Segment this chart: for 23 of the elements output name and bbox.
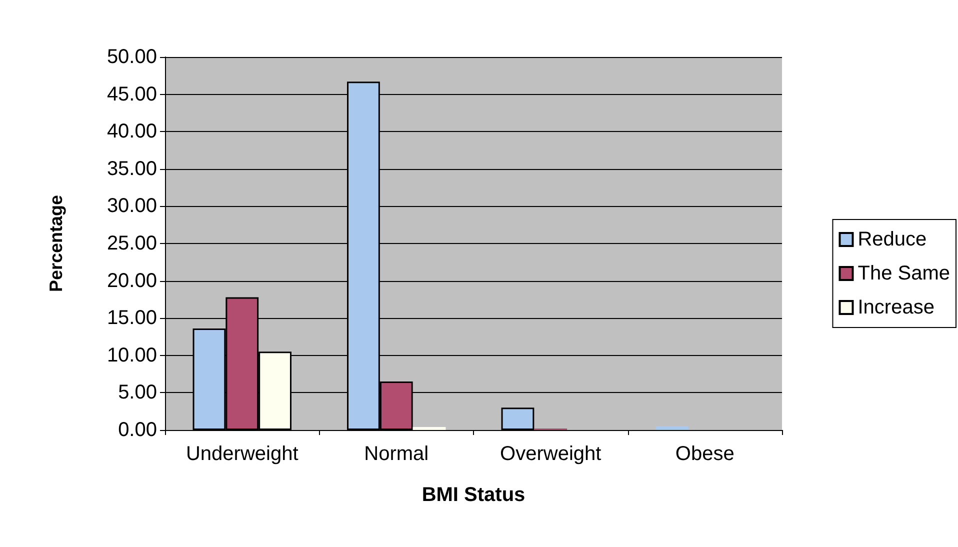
y-tick-label: 5.00 [118, 382, 157, 404]
y-tick-label: 50.00 [106, 46, 157, 68]
legend-label: Increase [858, 296, 934, 318]
x-tick-label: Obese [675, 443, 734, 465]
bar [501, 408, 534, 430]
x-tick-label: Underweight [186, 443, 299, 465]
y-tick-label: 25.00 [106, 232, 157, 254]
y-tick-label: 40.00 [106, 120, 157, 143]
x-axis-title: BMI Status [422, 484, 526, 506]
y-tick-label: 35.00 [106, 158, 157, 180]
y-tick-label: 45.00 [106, 83, 157, 106]
x-tick-label: Normal [364, 443, 429, 465]
y-axis-title: Percentage [46, 194, 66, 292]
y-tick-label: 20.00 [106, 270, 157, 292]
legend-label: Reduce [858, 228, 927, 250]
y-tick-label: 0.00 [118, 419, 157, 441]
x-tick-label: Overweight [500, 443, 602, 465]
legend-label: The Same [858, 262, 950, 284]
y-tick-label: 15.00 [106, 307, 157, 330]
y-tick-label: 30.00 [106, 195, 157, 218]
y-tick-label: 10.00 [106, 344, 157, 366]
bar [412, 427, 446, 430]
bar [656, 426, 688, 430]
